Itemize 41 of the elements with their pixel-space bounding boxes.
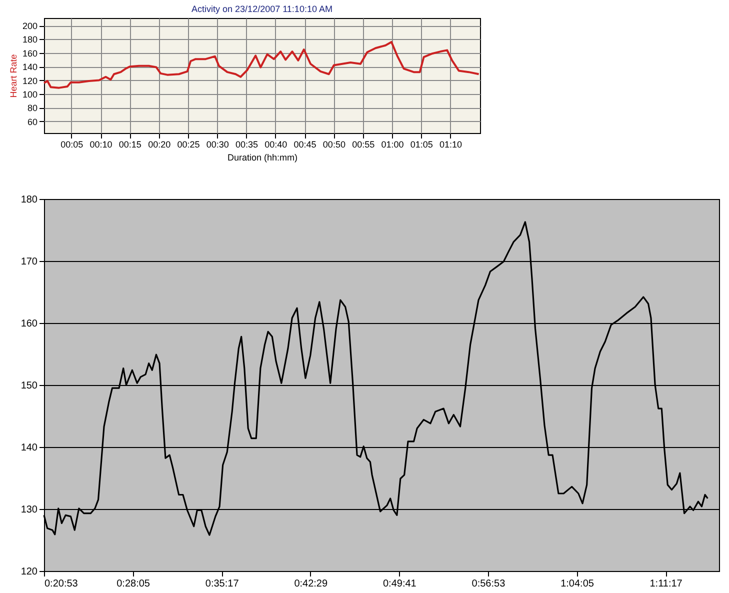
y-tick-label: 180 xyxy=(22,34,38,45)
x-tick-label: 00:50 xyxy=(322,140,346,150)
x-tick-label: 01:05 xyxy=(410,140,433,150)
y-tick-label: 140 xyxy=(22,62,38,72)
y-tick-label: 160 xyxy=(20,318,38,330)
y-tick-label: 180 xyxy=(20,194,38,206)
x-tick-label: 0:56:53 xyxy=(472,578,506,590)
x-tick-label: 0:28:05 xyxy=(116,578,150,590)
x-axis-title: Duration (hh:mm) xyxy=(227,152,298,162)
y-tick-label: 60 xyxy=(27,116,38,127)
y-tick-label: 100 xyxy=(22,89,38,100)
y-tick-label: 160 xyxy=(22,48,38,58)
x-tick-label: 0:35:17 xyxy=(205,578,240,590)
x-tick-label: 00:30 xyxy=(206,140,229,150)
y-tick-label: 120 xyxy=(20,566,38,578)
x-tick-label: 0:49:41 xyxy=(382,578,417,590)
y-tick-label: 130 xyxy=(20,504,38,516)
x-tick-label: 01:00 xyxy=(381,140,404,150)
x-tick-label: 00:10 xyxy=(90,140,112,150)
x-tick-label: 00:45 xyxy=(294,140,316,150)
x-tick-label: 00:05 xyxy=(60,140,84,150)
x-tick-label: 00:15 xyxy=(118,140,142,150)
x-tick-label: 1:11:17 xyxy=(650,578,683,590)
y-tick-label: 170 xyxy=(20,256,38,268)
x-tick-label: 0:42:29 xyxy=(294,578,328,590)
x-tick-label: 00:35 xyxy=(235,140,258,150)
y-tick-label: 200 xyxy=(22,21,38,32)
line-series xyxy=(43,40,480,89)
x-tick-label: 00:20 xyxy=(148,140,171,150)
chart-title: Activity on 23/12/2007 11:10:10 AM xyxy=(192,4,332,14)
y-axis-title: Heart Rate xyxy=(8,54,18,98)
x-tick-label: 00:40 xyxy=(264,140,288,150)
x-tick-label: 01:10 xyxy=(440,140,462,150)
x-tick-label: 00:55 xyxy=(352,140,375,150)
x-tick-label: 00:25 xyxy=(177,140,200,150)
x-tick-label: 1:04:05 xyxy=(560,578,594,590)
x-tick-label: 0:20:53 xyxy=(44,578,78,590)
y-tick-label: 120 xyxy=(22,76,38,86)
y-tick-label: 80 xyxy=(27,103,38,114)
y-tick-label: 150 xyxy=(20,380,38,392)
y-tick-label: 140 xyxy=(20,442,38,454)
